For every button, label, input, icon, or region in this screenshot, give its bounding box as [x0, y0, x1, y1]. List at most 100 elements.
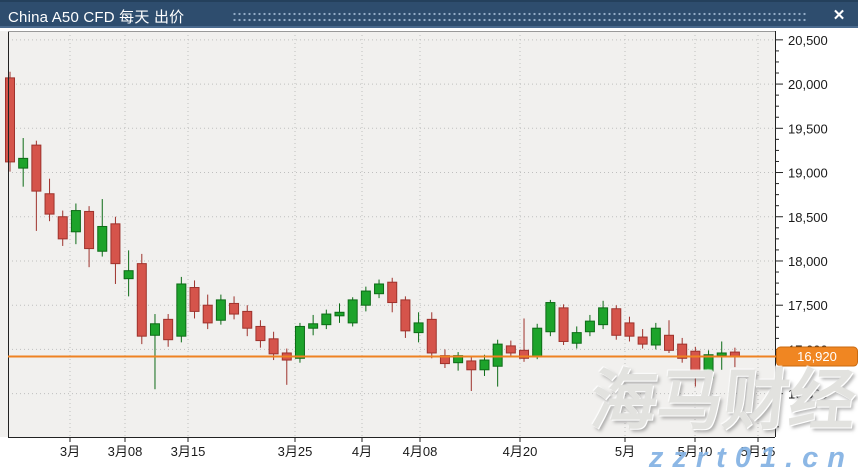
candle[interactable] [360, 286, 371, 312]
y-axis-label: 18,000 [788, 254, 828, 269]
close-icon[interactable]: ✕ [828, 5, 850, 27]
candle[interactable] [163, 314, 174, 347]
candle[interactable] [479, 354, 490, 376]
candle-body [584, 320, 595, 333]
candle[interactable] [242, 305, 253, 337]
x-axis-label: 3月08 [108, 444, 143, 459]
candle[interactable] [44, 178, 55, 222]
candle-body [664, 334, 674, 351]
candle[interactable] [215, 294, 226, 325]
candle[interactable] [149, 314, 160, 390]
candle[interactable] [347, 297, 358, 327]
candle[interactable] [334, 303, 345, 323]
candle[interactable] [400, 296, 411, 338]
candle[interactable] [84, 206, 95, 268]
candle-body [123, 270, 134, 280]
candle-body [70, 210, 81, 233]
candle[interactable] [110, 216, 121, 284]
candle-body [294, 325, 305, 359]
candle[interactable] [664, 320, 674, 353]
y-axis-label: 19,000 [788, 166, 828, 181]
candle-body [598, 307, 609, 326]
candle-body [716, 352, 727, 357]
candle[interactable] [31, 140, 42, 231]
candle[interactable] [374, 279, 385, 299]
candle-body [5, 77, 15, 163]
candle[interactable] [519, 318, 530, 362]
candle-body [110, 223, 121, 265]
candle-body [360, 290, 371, 306]
candle[interactable] [321, 309, 332, 330]
y-axis-label: 19,500 [788, 121, 828, 136]
candle[interactable] [268, 331, 279, 361]
candle-body [611, 308, 622, 336]
candle[interactable] [18, 138, 29, 187]
candle[interactable] [176, 276, 187, 343]
candle-body [163, 318, 174, 341]
candle[interactable] [308, 314, 319, 336]
candle[interactable] [202, 294, 213, 330]
candle[interactable] [387, 277, 398, 313]
candle[interactable] [229, 296, 240, 320]
titlebar-drag-texture [232, 11, 806, 22]
candle[interactable] [532, 323, 543, 360]
candle[interactable] [611, 305, 622, 340]
price-tag-label: 16,920 [797, 349, 837, 364]
candle[interactable] [492, 339, 503, 387]
candle[interactable] [598, 300, 609, 330]
candle[interactable] [690, 346, 701, 387]
candle[interactable] [57, 210, 68, 246]
candle[interactable] [70, 203, 81, 245]
candle[interactable] [136, 253, 147, 345]
x-axis-label: 3月25 [278, 444, 313, 459]
x-axis-label: 4月20 [503, 444, 538, 459]
candle[interactable] [505, 340, 516, 358]
candle-body [44, 193, 55, 215]
candle-body [57, 216, 68, 240]
candle[interactable] [426, 312, 437, 359]
candle-body [31, 144, 42, 192]
candle-body [479, 359, 490, 371]
candle-body [136, 263, 147, 337]
chart-plot-area[interactable] [0, 31, 775, 437]
candle-body [400, 299, 411, 332]
candle[interactable] [123, 250, 134, 297]
candle[interactable] [584, 314, 595, 337]
candle[interactable] [650, 322, 661, 350]
candle[interactable] [5, 71, 15, 172]
candle[interactable] [97, 199, 108, 257]
candle[interactable] [545, 299, 556, 337]
candle-body [347, 299, 358, 324]
y-axis-label: 17,500 [788, 298, 828, 313]
candle-body [466, 360, 477, 371]
candle-body [215, 299, 226, 321]
candle-body [255, 325, 266, 342]
candle[interactable] [466, 355, 477, 392]
candlestick-chart[interactable]: 20,500 20,000 19,500 19,000 18,500 18,000 17,5… [0, 28, 858, 475]
candle-body [532, 327, 543, 358]
candle-body [202, 304, 213, 324]
x-axis-label: 5月10 [678, 444, 713, 459]
candle-body [426, 318, 437, 354]
candle[interactable] [255, 320, 266, 348]
candle-body [374, 283, 385, 295]
candle[interactable] [637, 329, 648, 349]
candle-body [558, 307, 569, 342]
x-axis-label: 5月15 [741, 444, 776, 459]
candle[interactable] [677, 337, 688, 363]
candle-body [413, 322, 424, 334]
candle[interactable] [571, 326, 582, 349]
chart-area: 20,500 20,000 19,500 19,000 18,500 18,000 17,5… [0, 28, 858, 475]
candle[interactable] [189, 280, 200, 319]
candle[interactable] [624, 316, 635, 342]
candle-body [308, 323, 319, 329]
candle-body [505, 345, 516, 354]
x-axis-label: 5月 [615, 444, 635, 459]
window-titlebar[interactable]: China A50 CFD 每天 出价 ✕ [0, 0, 858, 28]
x-axis-label: 3月 [60, 444, 80, 459]
candle-body [703, 354, 714, 379]
candle-body [492, 343, 503, 367]
candle[interactable] [413, 312, 424, 343]
candle[interactable] [558, 304, 569, 346]
